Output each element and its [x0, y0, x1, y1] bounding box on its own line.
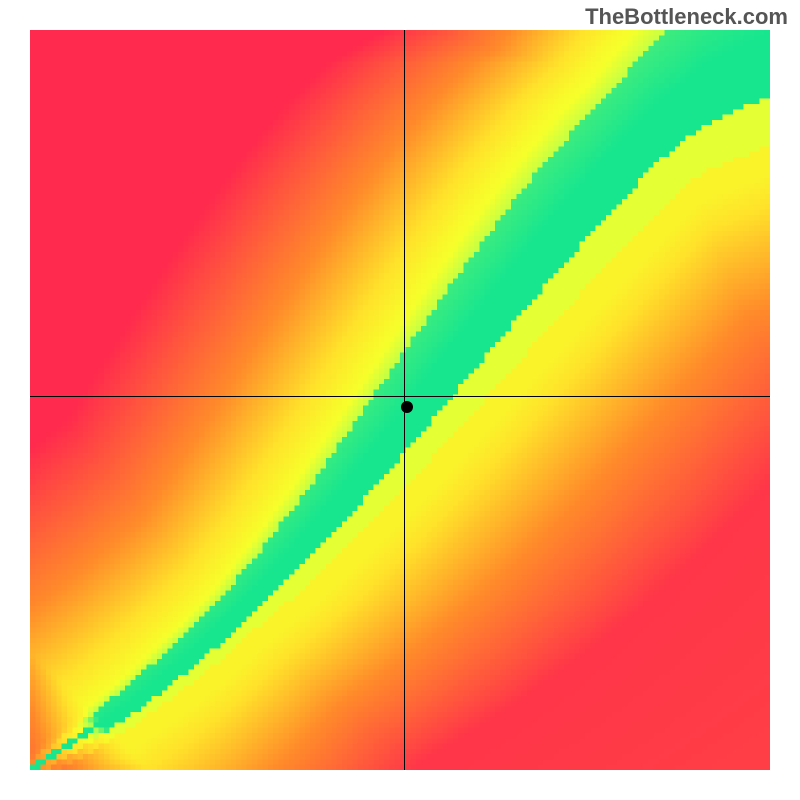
chart-container: TheBottleneck.com — [0, 0, 800, 800]
watermark-text: TheBottleneck.com — [585, 4, 788, 30]
crosshair-horizontal — [30, 396, 770, 397]
crosshair-vertical — [404, 30, 405, 770]
configuration-marker — [401, 401, 413, 413]
bottleneck-heatmap — [30, 30, 770, 770]
plot-area — [30, 30, 770, 770]
